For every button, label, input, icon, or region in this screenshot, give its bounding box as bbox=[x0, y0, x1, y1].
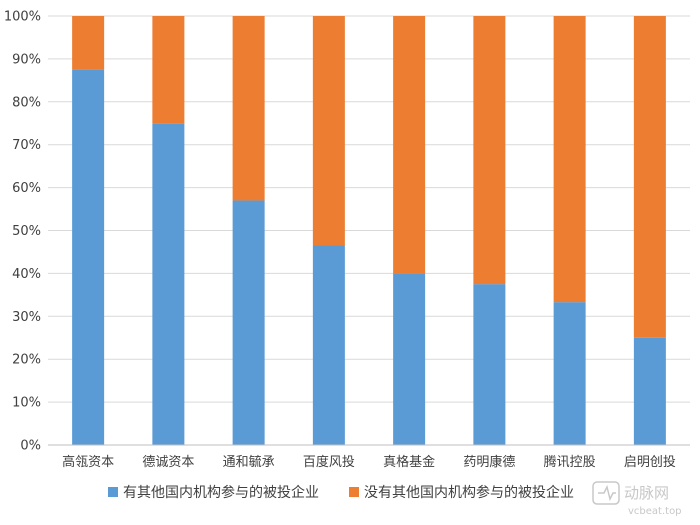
y-tick-label: 10% bbox=[12, 396, 41, 411]
x-axis-ticks: 高瓴资本 德诚资本 通和毓承 百度风投 真格基金 药明康德 腾讯控股 启明创投 bbox=[62, 454, 676, 470]
bar-segment-series-1 bbox=[553, 302, 586, 445]
bar-segment-series-2 bbox=[152, 16, 185, 124]
bar-segment-series-2 bbox=[72, 16, 105, 70]
bar-segment-series-2 bbox=[553, 16, 586, 303]
legend-swatch bbox=[349, 487, 359, 497]
bar-segment-series-1 bbox=[72, 69, 105, 445]
x-tick-label: 启明创投 bbox=[624, 454, 676, 470]
legend: 有其他国内机构参与的被投企业 没有其他国内机构参与的被投企业 bbox=[108, 484, 574, 501]
legend-label: 没有其他国内机构参与的被投企业 bbox=[364, 484, 574, 501]
bar-segment-series-1 bbox=[152, 123, 185, 445]
x-tick-label: 通和毓承 bbox=[223, 454, 275, 470]
bar-segment-series-1 bbox=[312, 245, 345, 445]
bars bbox=[72, 16, 666, 445]
bar-segment-series-1 bbox=[633, 337, 666, 445]
y-tick-label: 90% bbox=[12, 52, 41, 67]
y-tick-label: 40% bbox=[12, 267, 41, 282]
bar-segment-series-2 bbox=[312, 16, 345, 246]
bar-segment-series-2 bbox=[393, 16, 426, 274]
x-tick-label: 高瓴资本 bbox=[62, 454, 114, 470]
bar-segment-series-1 bbox=[473, 284, 506, 445]
watermark-logo-icon bbox=[592, 481, 620, 505]
x-tick-label: 腾讯控股 bbox=[544, 454, 596, 470]
x-tick-label: 百度风投 bbox=[303, 454, 355, 470]
x-tick-label: 药明康德 bbox=[463, 454, 515, 470]
y-tick-label: 50% bbox=[12, 224, 41, 239]
y-tick-label: 30% bbox=[12, 310, 41, 325]
y-tick-label: 20% bbox=[12, 353, 41, 368]
watermark-name: 动脉网 bbox=[624, 484, 669, 502]
watermark-url: vcbeat.top bbox=[628, 506, 682, 517]
watermark: 动脉网 vcbeat.top bbox=[592, 481, 682, 517]
y-tick-label: 70% bbox=[12, 138, 41, 153]
bar-segment-series-2 bbox=[633, 16, 666, 338]
bar-segment-series-1 bbox=[393, 273, 426, 445]
bar-segment-series-2 bbox=[473, 16, 506, 285]
bar-segment-series-2 bbox=[232, 16, 265, 201]
y-tick-label: 60% bbox=[12, 181, 41, 196]
bar-segment-series-1 bbox=[232, 200, 265, 445]
y-tick-label: 80% bbox=[12, 95, 41, 110]
x-tick-label: 真格基金 bbox=[383, 454, 435, 470]
y-tick-label: 100% bbox=[4, 10, 41, 25]
legend-label: 有其他国内机构参与的被投企业 bbox=[123, 484, 319, 501]
x-tick-label: 德诚资本 bbox=[142, 455, 194, 470]
y-tick-label: 0% bbox=[20, 439, 41, 454]
legend-swatch bbox=[108, 487, 118, 497]
y-axis-ticks: 0% 10% 20% 30% 40% 50% 60% 70% 80% 90% 100% bbox=[4, 10, 41, 454]
gridlines bbox=[48, 15, 690, 446]
